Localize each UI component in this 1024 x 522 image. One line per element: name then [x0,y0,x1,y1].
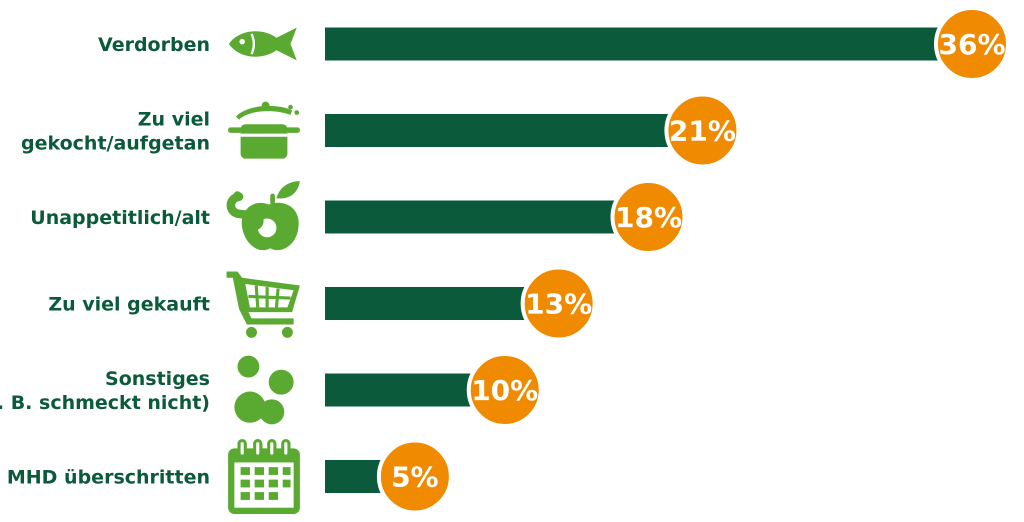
shopping-cart-icon [225,269,302,340]
category-label: Sonstiges [105,368,210,390]
value-badge [520,265,597,342]
category-label: gekocht/aufgetan [21,133,210,155]
value-badge [664,92,741,169]
category-label: Verdorben [98,34,210,56]
category-label: Zu viel [138,109,210,131]
value-badge [376,438,453,515]
category-label: MHD überschritten [7,467,210,489]
value-badge [466,352,543,428]
category-label: (z. B. schmeckt nicht) [0,392,210,414]
bar-row-zu-viel-gekauft: Zu viel gekauft 13% [48,265,597,342]
bar [325,287,559,320]
value-label: 10% [471,374,538,407]
category-label: Zu viel gekauft [48,294,210,316]
value-label: 13% [525,288,592,321]
value-badge [610,179,687,255]
value-badge [934,6,1010,82]
bar-row-verdorben: Verdorben 36% [98,6,1010,82]
category-label: Unappetitlich/alt [30,207,210,229]
bar [325,200,649,234]
bar-row-sonstiges: Sonstiges(z. B. schmeckt nicht) 10% [0,352,543,428]
value-label: 5% [391,461,439,494]
bar-row-mhd-berschritten: MHD überschritten 5% [7,438,453,516]
bar-row-unappetitlich-alt: Unappetitlich/alt 18% [30,179,687,255]
calendar-icon [226,439,302,516]
fish-icon [229,28,297,61]
food-scraps-icon [234,355,294,425]
value-label: 36% [938,28,1005,61]
bar [325,114,703,147]
bar [325,27,972,61]
cooking-pot-icon [228,101,300,159]
value-label: 18% [615,201,682,234]
value-label: 21% [669,115,736,148]
apple-worm-icon [231,181,300,250]
